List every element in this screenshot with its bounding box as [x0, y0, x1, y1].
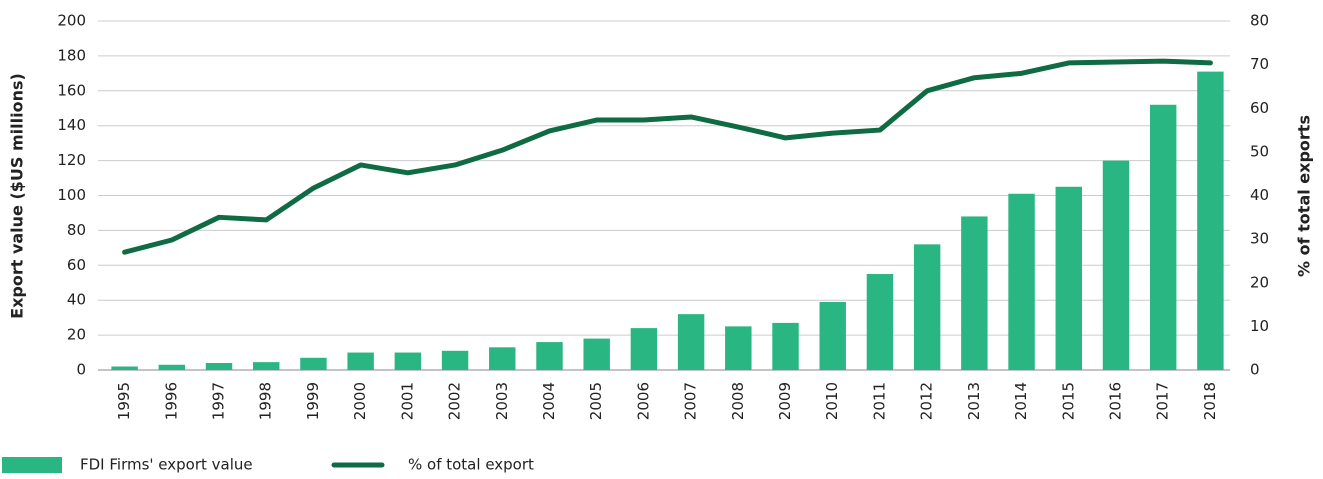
bar: [819, 301, 846, 370]
x-tick-label: 2014: [1012, 382, 1030, 420]
bar: [725, 326, 752, 370]
x-tick-label: 2016: [1106, 382, 1124, 420]
bar: [866, 274, 894, 370]
y2-tick-label: 20: [1250, 273, 1269, 291]
bar: [1102, 160, 1130, 370]
bar: [583, 338, 610, 370]
bar: [489, 347, 516, 370]
x-tick-label: 2006: [634, 382, 652, 420]
y-tick-label: 120: [57, 151, 86, 169]
x-tick-label: 2001: [398, 382, 416, 420]
x-tick-label: 2007: [682, 382, 700, 420]
x-tick-label: 1998: [257, 382, 275, 420]
x-tick-label: 2018: [1201, 382, 1219, 420]
x-tick-label: 2011: [870, 382, 888, 420]
bar: [347, 352, 374, 370]
y-tick-label: 140: [57, 116, 86, 134]
y-tick-label: 60: [67, 256, 86, 274]
bar: [300, 357, 327, 370]
x-tick-label: 2012: [918, 382, 936, 420]
legend-label: % of total export: [408, 456, 534, 474]
x-tick-label: 2013: [965, 382, 983, 420]
bar: [1149, 104, 1177, 370]
x-tick-label: 2017: [1154, 382, 1172, 420]
y2-tick-label: 80: [1250, 12, 1269, 30]
x-tick-label: 1997: [210, 382, 228, 420]
y2-tick-label: 70: [1250, 55, 1269, 73]
x-tick-label: 2010: [823, 382, 841, 420]
x-tick-label: 2009: [776, 382, 794, 420]
bar: [205, 363, 233, 370]
x-tick-label: 2003: [493, 382, 511, 420]
bar: [913, 244, 941, 370]
line: [122, 58, 1213, 255]
bar: [630, 328, 658, 370]
x-tick-label: 2002: [446, 382, 464, 420]
y2-tick-label: 0: [1250, 361, 1260, 379]
legend-swatch: [2, 457, 62, 473]
y-tick-label: 0: [76, 361, 86, 379]
bar: [1055, 186, 1082, 370]
y2-tick-label: 40: [1250, 186, 1269, 204]
x-tick-label: 2005: [587, 382, 605, 420]
y2-tick-label: 10: [1250, 317, 1269, 335]
y-tick-label: 160: [57, 81, 86, 99]
y-tick-label: 20: [67, 326, 86, 344]
bar: [1008, 193, 1035, 370]
y2-tick-label: 50: [1250, 142, 1269, 160]
bar: [536, 342, 563, 370]
bar: [158, 364, 186, 370]
bar: [677, 314, 705, 370]
x-tick-label: 1999: [304, 382, 322, 420]
x-tick-label: 2000: [351, 382, 369, 420]
y-tick-label: 180: [57, 46, 86, 64]
x-tick-label: 2008: [729, 382, 747, 420]
bar: [441, 350, 469, 370]
y-tick-label: 200: [57, 12, 86, 30]
x-tick-label: 2015: [1059, 382, 1077, 420]
x-tick-label: 1996: [162, 382, 180, 420]
y-tick-label: 100: [57, 186, 86, 204]
y-tick-label: 80: [67, 221, 86, 239]
y-axis-title: Export value ($US millions): [8, 73, 27, 319]
bar: [253, 362, 280, 370]
bar: [111, 366, 138, 370]
bar: [394, 352, 422, 370]
y-tick-label: 40: [67, 291, 86, 309]
x-tick-label: 1995: [115, 382, 133, 420]
y2-tick-label: 30: [1250, 230, 1269, 248]
x-tick-label: 2004: [540, 382, 558, 420]
y2-tick-label: 60: [1250, 99, 1269, 117]
legend-label: FDI Firms' export value: [80, 456, 253, 474]
bar: [772, 322, 799, 370]
bar: [1197, 71, 1224, 370]
y2-axis-title: % of total exports: [1295, 115, 1314, 277]
bar: [961, 216, 988, 370]
